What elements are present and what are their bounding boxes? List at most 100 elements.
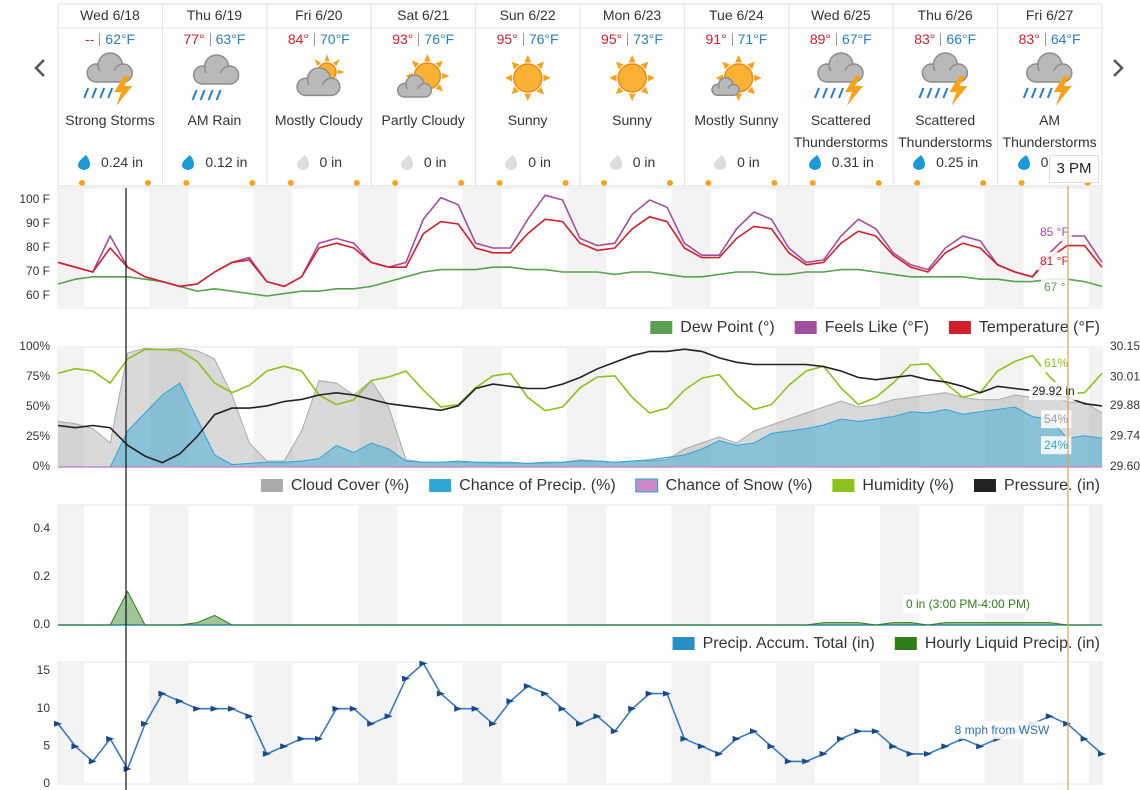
precip-amount: 0 in — [423, 154, 447, 170]
next-arrow[interactable] — [1113, 59, 1124, 77]
low-temp: 70°F — [320, 31, 350, 47]
drop — [182, 155, 195, 170]
precip: 0 in — [580, 154, 684, 170]
night-band — [775, 663, 815, 784]
legend-label: Precip. Accum. Total (in) — [703, 635, 875, 652]
day-name: Thu 6/19 — [186, 7, 243, 23]
drop — [808, 155, 821, 170]
wind-marker — [1045, 713, 1054, 720]
wind-marker — [628, 705, 637, 712]
weather-icon — [296, 54, 345, 97]
sun-marker — [287, 180, 294, 186]
drop-icon — [808, 155, 821, 170]
day-temps: 83° 66°F — [893, 31, 997, 47]
rain-drop — [83, 87, 90, 99]
sun-marker — [562, 180, 569, 186]
sun-ray — [524, 55, 532, 63]
wind-marker — [193, 705, 202, 712]
sun-marker — [980, 180, 987, 186]
series-line — [57, 348, 1103, 414]
temp-separator — [731, 32, 733, 46]
y-tick-label: 0% — [33, 459, 51, 473]
wind-marker — [645, 690, 654, 697]
drop-icon — [400, 155, 413, 170]
night-band — [566, 189, 607, 308]
night-band — [149, 663, 189, 784]
night-band — [253, 506, 293, 625]
annotation: 61% — [1044, 356, 1068, 370]
annotation-bg — [1037, 252, 1072, 271]
drop-icon — [1017, 155, 1030, 170]
night-band — [58, 663, 85, 784]
night-band — [253, 189, 293, 308]
high-temp: 89° — [809, 31, 832, 47]
sun-ray — [747, 86, 755, 95]
high-temp: -- — [84, 31, 95, 47]
legend-swatch — [650, 321, 673, 334]
wind-marker — [558, 705, 567, 712]
low-temp: 71°F — [737, 31, 768, 47]
day-name: Thu 6/26 — [917, 7, 973, 23]
low-temp: 76°F — [528, 31, 559, 47]
series-line — [57, 348, 1103, 464]
drop-icon — [714, 155, 727, 170]
y-tick-label: 100 F — [19, 192, 50, 206]
night-band — [775, 506, 815, 625]
sun — [617, 63, 647, 93]
condition: AM Rain — [187, 112, 242, 128]
wind-marker — [576, 720, 584, 727]
night-band — [149, 506, 189, 625]
sun-marker — [183, 180, 190, 186]
night-band — [880, 189, 920, 308]
night-band — [58, 506, 85, 625]
rain-drop — [99, 87, 106, 99]
y-tick-label: 100% — [19, 339, 50, 353]
precip-amount: 0.25 in — [936, 154, 979, 170]
y-tick-label: 10 — [37, 701, 51, 715]
precip-amount: 0 in — [632, 154, 656, 170]
temp-separator — [314, 32, 316, 46]
weather-icon — [83, 52, 133, 106]
sun-ray — [424, 54, 431, 62]
annotation: 0 in (3:00 PM-4:00 PM) — [906, 597, 1030, 611]
wind-marker — [489, 720, 497, 727]
rain-drop — [1038, 87, 1045, 99]
annotation: 24% — [1044, 438, 1068, 452]
sun-ray — [640, 61, 649, 70]
annotation-bg — [1041, 410, 1072, 429]
legend-swatch — [429, 479, 452, 492]
high-temp: 84° — [287, 31, 310, 47]
precip-amount: 0.31 in — [831, 154, 874, 170]
sun-ray — [411, 60, 420, 68]
day-name: Wed 6/18 — [80, 7, 140, 23]
annotation-bg — [1041, 278, 1069, 297]
night-band — [253, 663, 293, 784]
prev-arrow[interactable] — [34, 59, 45, 77]
legend-swatch — [260, 479, 283, 492]
cloud-part — [305, 84, 332, 96]
wind-marker — [419, 660, 428, 667]
cloud-part — [404, 88, 425, 97]
sun-ray — [735, 55, 743, 63]
wind-marker — [262, 750, 271, 757]
rain-drop — [830, 87, 836, 99]
condition: Sunny — [612, 112, 652, 128]
wind-marker — [228, 705, 236, 712]
drop — [714, 155, 727, 170]
weather-icon — [711, 55, 762, 101]
day-name: Sun 6/22 — [499, 7, 556, 23]
sun-ray — [747, 61, 755, 70]
sun-marker — [458, 180, 465, 186]
cloud-part — [717, 88, 734, 96]
night-band — [462, 348, 502, 467]
drop — [505, 155, 518, 170]
night-band — [358, 189, 398, 308]
high-temp: 91° — [705, 31, 727, 47]
day-temps: 95° 76°F — [476, 31, 580, 47]
day-temps: 77° 63°F — [162, 31, 266, 47]
annotation-bg — [902, 595, 1034, 614]
wind-marker — [141, 720, 149, 727]
legend-swatch — [948, 321, 971, 334]
annotation: 67 ° — [1044, 280, 1066, 294]
day-name: Fri 6/27 — [1025, 7, 1074, 23]
